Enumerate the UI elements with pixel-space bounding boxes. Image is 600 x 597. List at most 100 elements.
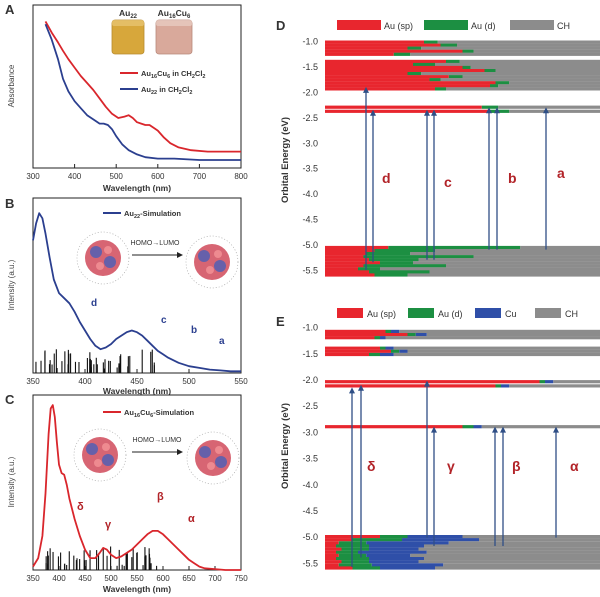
panel-e-level-12-segment-2 <box>369 544 424 548</box>
panel-d-transition-6-head <box>543 107 549 114</box>
panel-e-level-1-segment-2 <box>415 333 427 337</box>
panel-d-level-4-segment-2 <box>410 52 600 56</box>
panel-e-ytick-label: -5.0 <box>302 532 318 542</box>
panel-d-level-26-segment-1 <box>374 273 408 277</box>
panel-a-xtick-label: 300 <box>26 172 40 181</box>
panel-e-level-18-segment-0 <box>325 563 339 567</box>
panel-e-level-8-segment-0 <box>325 425 463 429</box>
panel-e-ytick-label: -1.5 <box>302 349 318 359</box>
panel-e-level-11-segment-2 <box>366 541 449 545</box>
panel-d-level-25-segment-0 <box>325 270 369 274</box>
panel-e-level-7-segment-2 <box>501 384 510 388</box>
panel-e-level-13-segment-0 <box>325 547 342 551</box>
panel-d-level-13-segment-2 <box>498 84 600 88</box>
panel-b-annot-d: d <box>91 298 97 309</box>
panel-d-level-11-segment-1 <box>429 78 441 82</box>
panel-b-annot-c: c <box>161 315 167 326</box>
panel-e-ytick-label: -1.0 <box>302 323 318 333</box>
panel-d-level-6-segment-2 <box>435 62 600 67</box>
panel-d-level-21-segment-2 <box>418 258 600 262</box>
panel-d-label-c: c <box>444 174 452 190</box>
panel-d-level-15-segment-0 <box>325 105 482 109</box>
panel-e-level-8-segment-2 <box>473 425 482 429</box>
legend-e-cu-swatch <box>475 308 501 318</box>
panel-d-level-22-segment-2 <box>413 261 600 265</box>
panel-d-level-18-segment-0 <box>325 249 375 253</box>
panel-a-xtick-label: 700 <box>193 172 207 181</box>
panel-d-level-7-segment-1 <box>462 65 471 70</box>
panel-e-level-2-segment-0 <box>325 336 375 340</box>
panel-c-xticks: 350 400 450 500 550 600 650 700 750 <box>26 566 248 583</box>
panel-d-level-3-segment-2 <box>473 49 600 53</box>
panel-b-molecule-homo <box>76 231 130 285</box>
panel-c-annot-alpha: α <box>188 513 195 525</box>
panel-d-legend: Au (sp) Au (d) CH <box>337 20 570 31</box>
panel-d-level-23-segment-1 <box>363 264 446 268</box>
panel-d-ytick-label: -4.5 <box>302 215 318 225</box>
panel-c-curves <box>32 404 241 571</box>
panel-e-level-4-segment-0 <box>325 349 391 353</box>
panel-e-level-5-segment-3 <box>393 352 600 357</box>
panel-d-level-16-segment-1 <box>490 109 510 113</box>
panel-a-xtick-label: 600 <box>151 172 165 181</box>
panel-d-level-17-segment-1 <box>388 245 521 250</box>
panel-c-oscillator-sticks <box>45 546 158 570</box>
panel-d-transition-4-head <box>486 107 492 114</box>
panel-e-level-1-segment-0 <box>325 333 408 337</box>
legend-e-au-sp-swatch <box>337 308 363 318</box>
panel-e-level-14-segment-0 <box>325 550 336 554</box>
panel-c-ylabel: Intensity (a.u.) <box>7 456 16 507</box>
panel-b-legend: Au22-Simulation <box>103 209 181 220</box>
panel-d-level-7-segment-0 <box>325 65 463 70</box>
panel-d-level-10-segment-0 <box>325 75 449 79</box>
panel-e-level-17-segment-2 <box>369 560 419 564</box>
panel-c-series-0-line <box>32 404 241 571</box>
panel-d-level-20-segment-0 <box>325 255 364 259</box>
panel-c-label: C <box>5 392 15 407</box>
panel-e-level-13-segment-1 <box>341 547 369 551</box>
panel-b-oscillator-sticks <box>35 349 155 373</box>
panel-c-xtick-label: 750 <box>234 574 248 583</box>
panel-e-level-13-segment-3 <box>418 547 600 551</box>
panel-e-transition-5-head <box>500 426 506 433</box>
legend-e-ch-swatch <box>535 308 561 318</box>
panel-e-level-0-segment-0 <box>325 329 386 333</box>
panel-e-levels <box>325 329 600 570</box>
panel-e-level-11-segment-3 <box>448 541 600 545</box>
panel-d-transition-0-head <box>363 86 369 93</box>
panel-b-xtick-label: 400 <box>78 377 92 386</box>
panel-d-transition-2-head <box>424 109 430 116</box>
panel-b-xtick-label: 450 <box>130 377 144 386</box>
panel-c-xtick-label: 650 <box>182 574 196 583</box>
panel-d-level-1-segment-1 <box>440 43 457 47</box>
panel-c-xtick-label: 350 <box>26 574 40 583</box>
panel-d-ylabel: Orbital Energy (eV) <box>280 117 291 203</box>
panel-c-molecule-lumo <box>186 431 240 485</box>
panel-d-level-2-segment-1 <box>407 46 422 50</box>
panel-c-xtick-label: 600 <box>156 574 170 583</box>
panel-d-level-24-segment-1 <box>358 267 380 271</box>
panel-e-level-9-segment-3 <box>462 535 600 539</box>
panel-e-level-2-segment-1 <box>374 336 380 340</box>
panel-d-level-1-segment-0 <box>325 43 441 47</box>
panel-e-level-17-segment-0 <box>325 560 342 564</box>
panel-e-level-7-segment-3 <box>509 384 600 388</box>
panel-d-transition-3-head <box>431 109 437 116</box>
panel-e-level-16-segment-2 <box>369 557 424 561</box>
panel-d-levels <box>325 40 600 277</box>
panel-d-level-0-segment-2 <box>437 40 600 44</box>
panel-e-level-0-segment-3 <box>399 329 600 333</box>
panel-d-level-5-segment-1 <box>446 59 460 63</box>
panel-c-homo-lumo-label: HOMO→LUMO <box>133 437 183 444</box>
panel-e-level-8-segment-1 <box>462 425 474 429</box>
panel-e-ytick-label: -4.5 <box>302 506 318 516</box>
panel-d-ytick-label: -3.0 <box>302 138 318 148</box>
panel-e-level-6-segment-2 <box>545 380 554 384</box>
panel-d-yticks: -1.0 -1.5 -2.0 -2.5 -3.0 -3.5 -4.0 -4.5 -5.0 -5.5 <box>302 37 318 276</box>
panel-a-frame <box>32 4 242 169</box>
panel-e-level-3-segment-0 <box>325 346 380 350</box>
panel-d-label-d: d <box>382 170 391 186</box>
legend-d-au-sp-swatch <box>337 20 381 30</box>
panel-d-level-11-segment-2 <box>440 78 600 82</box>
panel-d-level-7-segment-2 <box>470 65 600 70</box>
